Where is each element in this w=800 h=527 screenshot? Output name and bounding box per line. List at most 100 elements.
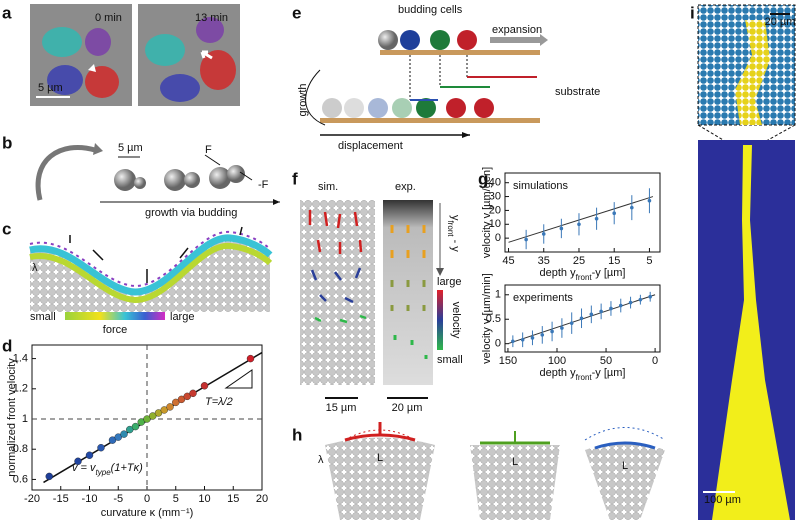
x-tick-label: 5 [646,255,652,267]
label: λ [32,262,38,274]
x-tick-label: -15 [53,493,69,505]
x-tick-label: 5 [173,493,179,505]
point [126,425,134,434]
y-tick-label: 1.2 [13,383,28,395]
y-axis-label: velocity v [µm/gen] [481,167,493,258]
label: T=λ/2 [205,396,233,408]
label: small [437,354,463,366]
point [200,382,209,390]
point [137,418,145,426]
panel-label: d [2,336,12,355]
point [74,457,82,466]
x-tick-label: 50 [600,355,612,367]
point [45,472,53,481]
point [114,433,122,441]
x-tick-label: 25 [573,255,585,267]
formula: v = vtype(1+Tκ) [72,462,143,477]
panel-h-art [325,422,666,520]
label: L [622,460,628,472]
x-tick-label: 10 [198,493,210,505]
label-part: - y [449,237,461,253]
point [589,312,594,317]
panel-label: c [2,219,11,238]
y-tick-label: 0 [495,338,501,350]
chart-title: experiments [513,292,573,304]
x-tick-label: 0 [144,493,150,505]
point [524,237,528,242]
point [609,306,613,311]
label: budding cells [398,4,463,16]
label: F [205,144,212,156]
point [638,297,643,302]
panel-label: i [690,3,695,22]
panel-label: a [2,3,12,22]
label-part: front [576,273,593,282]
point [559,226,564,231]
label: 0 min [95,12,122,24]
label: λ [318,454,324,466]
point [618,303,623,308]
label-part: y [449,215,461,221]
label: yfront - y [446,215,461,252]
label: expansion [492,24,542,36]
point [120,430,128,438]
y-tick-label: 0 [495,232,501,244]
y-tick-label: 1 [495,289,501,301]
point [550,329,554,334]
y-tick-label: 20 [489,204,501,216]
x-axis-label: curvature κ (mm⁻¹) [101,507,194,519]
label: 13 min [195,12,228,24]
point [628,300,633,305]
panel-label: b [2,133,12,152]
label: small [30,311,56,323]
label: 100 µm [704,494,741,506]
panel-c-art [29,226,273,320]
point [172,398,180,407]
label-part: -y [µm] [592,367,626,379]
label: exp. [395,181,416,193]
point [599,309,603,314]
label: 15 µm [326,402,357,414]
fit-line [508,196,654,243]
panel-label: e [292,3,301,22]
x-tick-label: 15 [608,255,620,267]
y-tick-label: 0.5 [486,313,501,325]
label-part: v = v [72,462,97,474]
label: large [437,276,461,288]
panel-label: f [292,169,298,188]
point [246,354,255,363]
y-tick-label: 40 [489,177,501,189]
label: substrate [555,86,600,98]
label-part: -y [µm] [592,267,626,279]
y-tick-label: 1.4 [13,353,28,365]
x-tick-label: 20 [256,493,268,505]
panel-i-art [697,4,796,520]
point [541,232,546,236]
point [108,436,117,444]
label-part: y [570,367,576,379]
point [594,216,599,221]
label: 20 µm [765,16,796,28]
label: -F [258,179,269,191]
x-tick-label: -20 [24,493,40,505]
label: sim. [318,181,338,193]
label: growth [297,83,309,116]
label: force [103,324,127,336]
point [85,451,94,459]
label: displacement [338,140,403,152]
point [520,337,525,342]
point [630,205,634,210]
y-axis-label: velocity v [µm/min] [481,273,493,364]
label: 20 µm [392,402,423,414]
label: large [170,311,194,323]
x-tick-label: -10 [82,493,98,505]
x-tick-label: 45 [502,255,514,267]
point [648,294,652,299]
panel-label: h [292,425,302,444]
label: velocity [450,302,462,339]
label-part: depth [540,267,571,279]
y-axis-label: normalized front velocity [6,358,18,477]
x-tick-label: 100 [548,355,566,367]
y-tick-label: 30 [489,190,501,202]
